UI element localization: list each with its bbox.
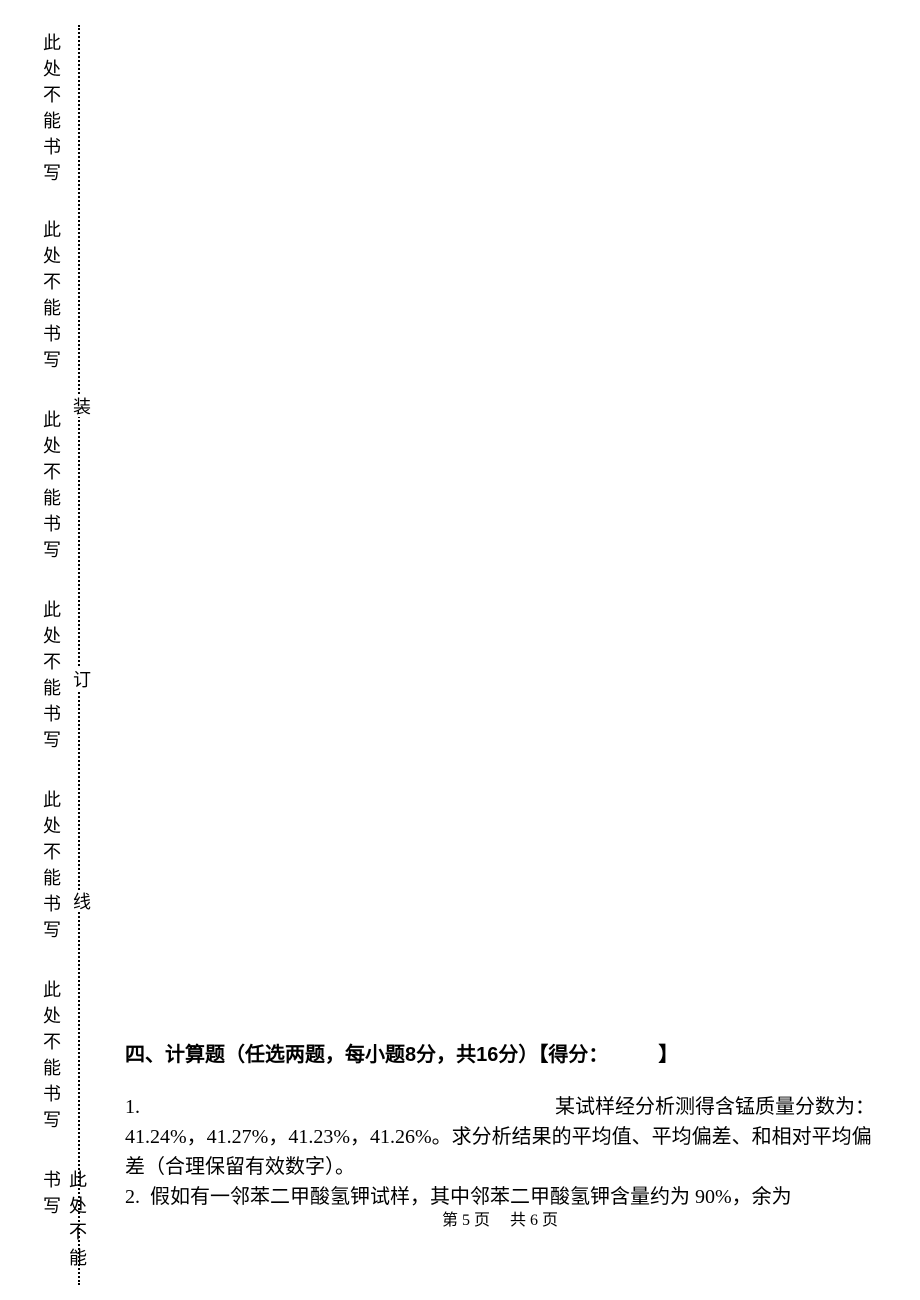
margin-text-7: 此处不能书写 [38,1170,90,1285]
question-2-text: 假如有一邻苯二甲酸氢钾试样，其中邻苯二甲酸氢钾含量约为 90%，余为 [150,1186,792,1208]
question-1-intro: 某试样经分析测得含锰质量分数为： [555,1092,875,1122]
content-area: 四、计算题（任选两题，每小题8分，共16分）【得分： 】 1. 某试样经分析测得… [125,1040,875,1212]
section-header-prefix: 四、计算题（任选两题，每小题 [125,1044,405,1066]
page-footer: 第 5 页 共 6 页 [125,1206,875,1230]
margin-text-1: 此处不能书写 [38,33,64,189]
margin-text-3: 此处不能书写 [38,410,64,566]
binding-dotted-line [78,25,80,1285]
footer-total-pages: 6 [530,1212,538,1229]
margin-text-6: 此处不能书写 [38,980,64,1136]
section-header-suffix: 分）【得分： 】 [498,1044,678,1066]
question-1-spacer [155,1092,555,1122]
question-1-num: 1. [125,1092,155,1122]
footer-current-page: 5 [462,1212,470,1229]
margin-text-2: 此处不能书写 [38,220,64,376]
footer-suffix: 页 [538,1212,558,1229]
section-header-mid: 分，共 [416,1044,476,1066]
footer-prefix: 第 [442,1212,462,1229]
binding-label-zhuang: 装 [68,395,94,417]
section-header: 四、计算题（任选两题，每小题8分，共16分）【得分： 】 [125,1040,875,1070]
section-header-points1: 8 [405,1044,416,1066]
footer-mid: 页 共 [470,1212,530,1229]
binding-label-ding: 订 [68,668,94,690]
question-1-body: 41.24%，41.27%，41.23%，41.26%。求分析结果的平均值、平均… [125,1122,875,1182]
margin-text-5: 此处不能书写 [38,790,64,946]
question-2-num: 2. [125,1186,140,1208]
section-header-points2: 16 [476,1044,498,1066]
margin-column: 此处不能书写 此处不能书写 此处不能书写 此处不能书写 此处不能书写 此处不能书… [38,25,68,1285]
question-1-row: 1. 某试样经分析测得含锰质量分数为： [125,1092,875,1122]
margin-text-4: 此处不能书写 [38,600,64,756]
binding-label-xian: 线 [68,890,94,912]
